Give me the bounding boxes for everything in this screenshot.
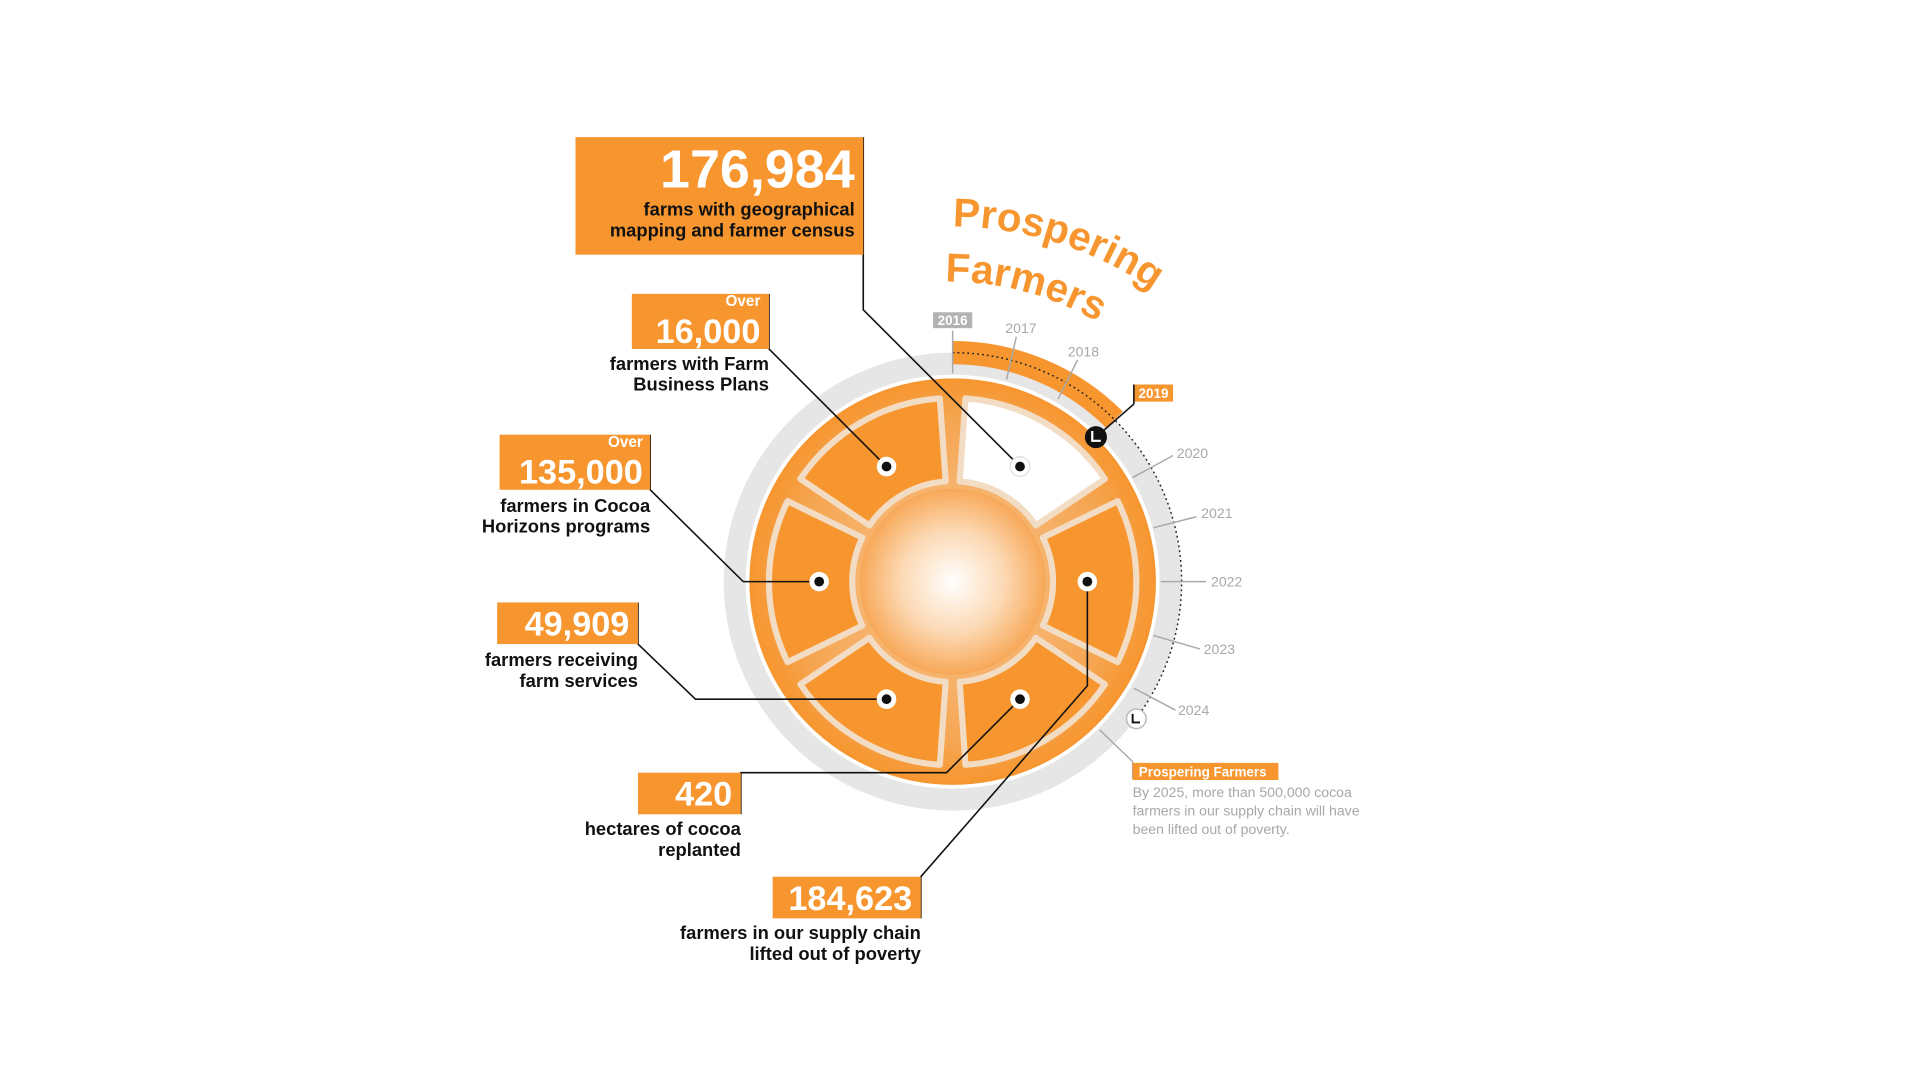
stat-value: 49,909	[525, 606, 630, 644]
stat-cocoa-horizons: Over 135,000 farmers in Cocoa Horizons p…	[482, 434, 651, 537]
legend-label: Prospering Farmers	[1139, 764, 1267, 779]
stat-caption: Horizons programs	[482, 516, 650, 537]
dot-6	[1077, 571, 1098, 592]
year-2017: 2017	[1005, 320, 1036, 336]
clock-icon-current	[1084, 426, 1107, 449]
year-2020: 2020	[1177, 445, 1208, 461]
stat-caption: hectares of cocoa	[585, 818, 742, 839]
stat-prefix: Over	[608, 434, 643, 451]
dot-3	[809, 571, 829, 592]
stat-caption: replanted	[658, 839, 741, 860]
stat-caption: farmers with Farm	[610, 353, 769, 374]
legend-description: farmers in our supply chain will have	[1133, 803, 1360, 819]
dot-4	[876, 689, 897, 709]
stat-value: 135,000	[519, 454, 643, 492]
stat-farm-services: 49,909 farmers receiving farm services	[485, 602, 638, 691]
legend-description: By 2025, more than 500,000 cocoa	[1133, 784, 1352, 800]
year-2024: 2024	[1178, 702, 1209, 718]
year-2016: 2016	[938, 313, 968, 328]
stat-value: 420	[675, 776, 732, 814]
stat-farms-mapped: 176,984 farms with geographical mapping …	[575, 137, 864, 255]
year-badge-2019	[1133, 384, 1174, 402]
wheel	[723, 341, 1183, 811]
wheel-segment	[797, 395, 949, 529]
year-ticks	[951, 330, 1207, 711]
stat-value: 176,984	[660, 139, 855, 199]
wheel-segment	[956, 395, 1108, 529]
segments	[766, 395, 1140, 768]
stat-value: 184,623	[788, 880, 912, 918]
stat-caption: farmers in Cocoa	[500, 495, 651, 516]
stat-value: 16,000	[656, 313, 761, 351]
wheel-segment	[797, 634, 949, 768]
legend-badge	[1132, 762, 1279, 780]
stat-caption: farmers receiving	[485, 649, 638, 670]
legend: Prospering Farmers By 2025, more than 50…	[1099, 729, 1360, 837]
timeline-dotted-arc	[952, 351, 1183, 720]
wheel-segment	[956, 634, 1108, 768]
year-badge-2016	[933, 312, 973, 329]
hub	[859, 488, 1046, 675]
dot-2	[876, 456, 897, 477]
stat-caption: lifted out of poverty	[749, 943, 921, 964]
stat-farm-business-plans: Over 16,000 farmers with Farm Business P…	[610, 293, 769, 395]
year-2019: 2019	[1139, 386, 1169, 401]
segment-dots	[809, 456, 1098, 709]
stat-prefix: Over	[726, 293, 761, 310]
stat-caption: farmers in our supply chain	[680, 922, 921, 943]
dot-1	[1009, 456, 1031, 477]
year-2021: 2021	[1201, 505, 1232, 521]
legend-description: been lifted out of poverty.	[1133, 821, 1290, 837]
stat-caption: farm services	[520, 670, 638, 691]
dot-5	[1010, 689, 1030, 709]
year-2018: 2018	[1068, 343, 1099, 359]
stat-caption: farms with geographical	[644, 199, 855, 220]
clock-icon-target	[1125, 708, 1147, 730]
year-2022: 2022	[1211, 574, 1242, 590]
stat-hectares-replanted: 420 hectares of cocoa replanted	[585, 772, 742, 860]
year-2023: 2023	[1204, 641, 1235, 657]
stat-caption: Business Plans	[633, 374, 769, 395]
stat-lifted-out-of-poverty: 184,623 farmers in our supply chain lift…	[680, 876, 922, 964]
stat-caption: mapping and farmer census	[610, 219, 855, 240]
